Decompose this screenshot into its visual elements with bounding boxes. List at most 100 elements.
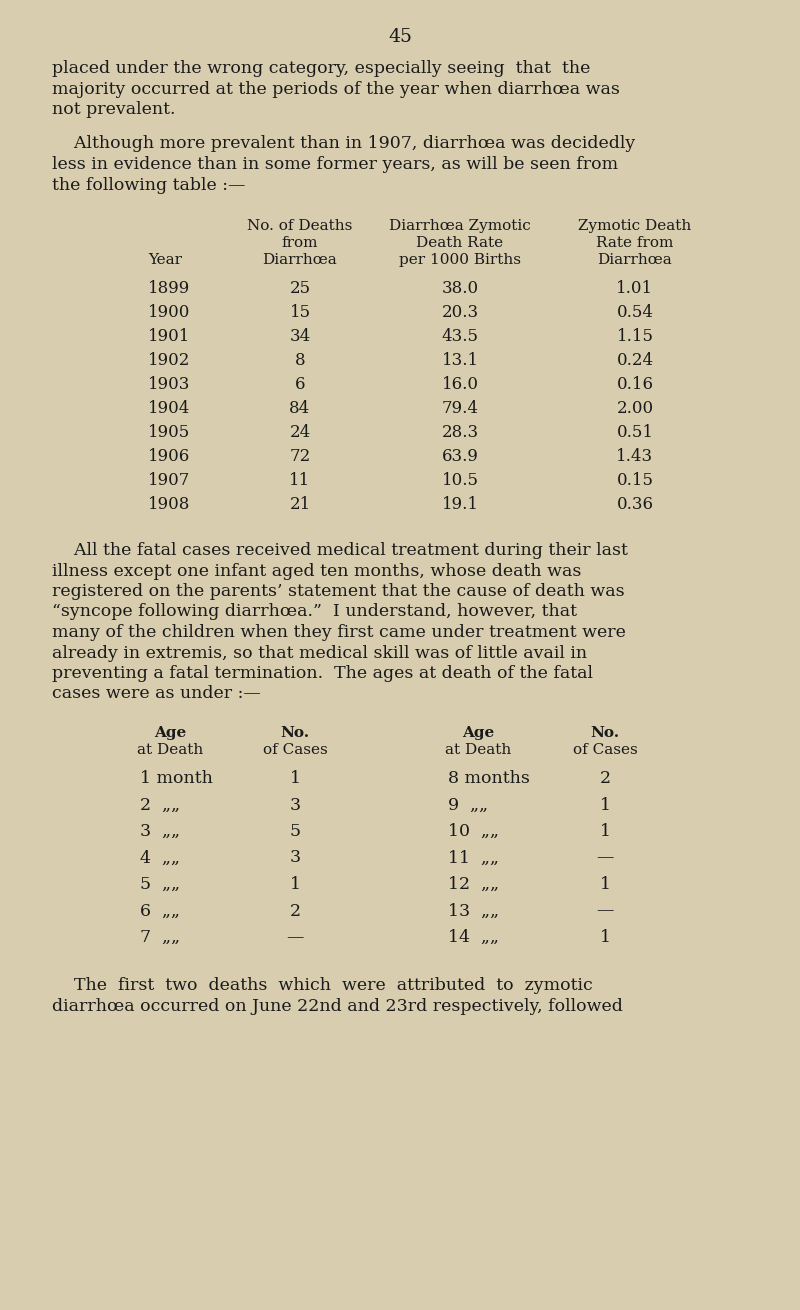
Text: 28.3: 28.3 bbox=[442, 424, 478, 441]
Text: less in evidence than in some former years, as will be seen from: less in evidence than in some former yea… bbox=[52, 156, 618, 173]
Text: 13.1: 13.1 bbox=[442, 352, 478, 369]
Text: of Cases: of Cases bbox=[573, 743, 638, 757]
Text: 34: 34 bbox=[290, 328, 310, 345]
Text: 1906: 1906 bbox=[148, 448, 190, 465]
Text: 1: 1 bbox=[599, 796, 610, 814]
Text: the following table :—: the following table :— bbox=[52, 177, 246, 194]
Text: Although more prevalent than in 1907, diarrhœa was decidedly: Although more prevalent than in 1907, di… bbox=[52, 135, 635, 152]
Text: from: from bbox=[282, 236, 318, 250]
Text: 6  „„: 6 „„ bbox=[140, 903, 180, 920]
Text: 8 months: 8 months bbox=[448, 770, 530, 787]
Text: 1: 1 bbox=[290, 876, 301, 893]
Text: 25: 25 bbox=[290, 280, 310, 297]
Text: Age: Age bbox=[154, 726, 186, 740]
Text: 2: 2 bbox=[290, 903, 301, 920]
Text: Rate from: Rate from bbox=[596, 236, 674, 250]
Text: majority occurred at the periods of the year when diarrhœa was: majority occurred at the periods of the … bbox=[52, 80, 620, 97]
Text: 1907: 1907 bbox=[148, 472, 190, 489]
Text: 2  „„: 2 „„ bbox=[140, 796, 180, 814]
Text: 11  „„: 11 „„ bbox=[448, 849, 499, 866]
Text: 13  „„: 13 „„ bbox=[448, 903, 499, 920]
Text: many of the children when they first came under treatment were: many of the children when they first cam… bbox=[52, 624, 626, 641]
Text: diarrhœa occurred on June 22nd and 23rd respectively, followed: diarrhœa occurred on June 22nd and 23rd … bbox=[52, 998, 623, 1015]
Text: 1 month: 1 month bbox=[140, 770, 213, 787]
Text: placed under the wrong category, especially seeing  that  the: placed under the wrong category, especia… bbox=[52, 60, 590, 77]
Text: of Cases: of Cases bbox=[262, 743, 327, 757]
Text: per 1000 Births: per 1000 Births bbox=[399, 253, 521, 267]
Text: 0.54: 0.54 bbox=[617, 304, 654, 321]
Text: 43.5: 43.5 bbox=[442, 328, 478, 345]
Text: Diarrhœa Zymotic: Diarrhœa Zymotic bbox=[389, 219, 531, 233]
Text: not prevalent.: not prevalent. bbox=[52, 101, 175, 118]
Text: 0.36: 0.36 bbox=[617, 496, 654, 514]
Text: 10.5: 10.5 bbox=[442, 472, 478, 489]
Text: 1: 1 bbox=[599, 929, 610, 946]
Text: 1.01: 1.01 bbox=[617, 280, 654, 297]
Text: 10  „„: 10 „„ bbox=[448, 823, 499, 840]
Text: 0.15: 0.15 bbox=[617, 472, 654, 489]
Text: illness except one infant aged ten months, whose death was: illness except one infant aged ten month… bbox=[52, 562, 582, 579]
Text: 72: 72 bbox=[290, 448, 310, 465]
Text: The  first  two  deaths  which  were  attributed  to  zymotic: The first two deaths which were attribut… bbox=[52, 977, 593, 994]
Text: preventing a fatal termination.  The ages at death of the fatal: preventing a fatal termination. The ages… bbox=[52, 665, 593, 683]
Text: 7  „„: 7 „„ bbox=[140, 929, 180, 946]
Text: 11: 11 bbox=[290, 472, 310, 489]
Text: already in extremis, so that medical skill was of little avail in: already in extremis, so that medical ski… bbox=[52, 645, 587, 662]
Text: 0.24: 0.24 bbox=[617, 352, 654, 369]
Text: 12  „„: 12 „„ bbox=[448, 876, 499, 893]
Text: 4  „„: 4 „„ bbox=[140, 849, 180, 866]
Text: 15: 15 bbox=[290, 304, 310, 321]
Text: 1901: 1901 bbox=[148, 328, 190, 345]
Text: 3: 3 bbox=[290, 796, 301, 814]
Text: 63.9: 63.9 bbox=[442, 448, 478, 465]
Text: 14  „„: 14 „„ bbox=[448, 929, 499, 946]
Text: 1899: 1899 bbox=[148, 280, 190, 297]
Text: —: — bbox=[596, 903, 614, 920]
Text: No.: No. bbox=[281, 726, 310, 740]
Text: —: — bbox=[596, 849, 614, 866]
Text: 1902: 1902 bbox=[148, 352, 190, 369]
Text: 1904: 1904 bbox=[148, 400, 190, 417]
Text: 3  „„: 3 „„ bbox=[140, 823, 180, 840]
Text: 9  „„: 9 „„ bbox=[448, 796, 488, 814]
Text: cases were as under :—: cases were as under :— bbox=[52, 685, 261, 702]
Text: 1903: 1903 bbox=[148, 376, 190, 393]
Text: Age: Age bbox=[462, 726, 494, 740]
Text: 2.00: 2.00 bbox=[617, 400, 654, 417]
Text: 6: 6 bbox=[294, 376, 306, 393]
Text: 19.1: 19.1 bbox=[442, 496, 478, 514]
Text: at Death: at Death bbox=[137, 743, 203, 757]
Text: 8: 8 bbox=[294, 352, 306, 369]
Text: “syncope following diarrhœa.”  I understand, however, that: “syncope following diarrhœa.” I understa… bbox=[52, 604, 577, 621]
Text: 2: 2 bbox=[599, 770, 610, 787]
Text: 20.3: 20.3 bbox=[442, 304, 478, 321]
Text: 16.0: 16.0 bbox=[442, 376, 478, 393]
Text: 24: 24 bbox=[290, 424, 310, 441]
Text: Zymotic Death: Zymotic Death bbox=[578, 219, 692, 233]
Text: registered on the parents’ statement that the cause of death was: registered on the parents’ statement tha… bbox=[52, 583, 625, 600]
Text: Diarrhœa: Diarrhœa bbox=[262, 253, 338, 267]
Text: 84: 84 bbox=[290, 400, 310, 417]
Text: 1905: 1905 bbox=[148, 424, 190, 441]
Text: 0.51: 0.51 bbox=[617, 424, 654, 441]
Text: 5: 5 bbox=[290, 823, 301, 840]
Text: 0.16: 0.16 bbox=[617, 376, 654, 393]
Text: 1900: 1900 bbox=[148, 304, 190, 321]
Text: 5  „„: 5 „„ bbox=[140, 876, 180, 893]
Text: Diarrhœa: Diarrhœa bbox=[598, 253, 672, 267]
Text: No.: No. bbox=[590, 726, 619, 740]
Text: 1.15: 1.15 bbox=[617, 328, 654, 345]
Text: 38.0: 38.0 bbox=[442, 280, 478, 297]
Text: 1.43: 1.43 bbox=[617, 448, 654, 465]
Text: 3: 3 bbox=[290, 849, 301, 866]
Text: All the fatal cases received medical treatment during their last: All the fatal cases received medical tre… bbox=[52, 542, 628, 559]
Text: 1: 1 bbox=[599, 823, 610, 840]
Text: —: — bbox=[286, 929, 304, 946]
Text: 1: 1 bbox=[599, 876, 610, 893]
Text: No. of Deaths: No. of Deaths bbox=[247, 219, 353, 233]
Text: 1908: 1908 bbox=[148, 496, 190, 514]
Text: 1: 1 bbox=[290, 770, 301, 787]
Text: at Death: at Death bbox=[445, 743, 511, 757]
Text: Death Rate: Death Rate bbox=[417, 236, 503, 250]
Text: Year: Year bbox=[148, 253, 182, 267]
